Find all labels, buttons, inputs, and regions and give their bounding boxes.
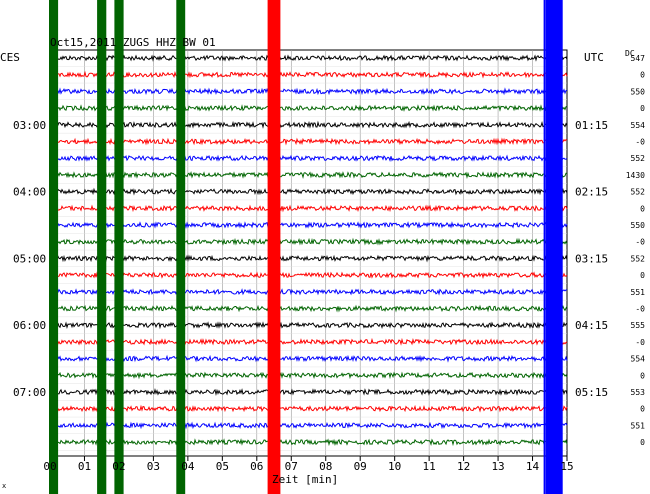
dc-value-label: 0	[640, 271, 645, 280]
seismic-trace	[49, 388, 568, 396]
seismic-trace	[49, 87, 568, 96]
dc-value-label: 0	[640, 438, 645, 447]
dc-value-label: 552	[631, 254, 646, 263]
right-time-label: 05:15	[575, 386, 608, 399]
seismic-trace	[49, 104, 568, 112]
seismic-trace	[49, 220, 568, 230]
dc-value-label: -0	[635, 338, 645, 347]
dc-value-label: 0	[640, 104, 645, 113]
left-time-label: 06:00	[13, 319, 46, 332]
seismic-trace	[49, 438, 568, 447]
seismic-trace	[49, 304, 568, 313]
chart-grid	[49, 49, 568, 461]
x-tick-label: 07	[285, 460, 298, 473]
dc-value-label: 550	[631, 87, 646, 96]
event-burst	[97, 0, 107, 494]
dc-value-label: 554	[631, 355, 646, 364]
seismic-trace	[49, 204, 568, 213]
seismic-trace	[49, 254, 568, 263]
seismic-trace	[49, 54, 568, 62]
left-time-label: 04:00	[13, 186, 46, 199]
dc-value-label: 0	[640, 371, 645, 380]
seismic-trace	[49, 421, 568, 430]
seismic-trace	[49, 154, 568, 163]
dc-value-label: 551	[631, 288, 646, 297]
seismic-trace	[49, 70, 568, 79]
x-tick-label: 01	[78, 460, 91, 473]
right-timezone-label: UTC	[584, 51, 604, 64]
chart-labels: 00 01 02 03 04 05 06 07 08 09 10 11 12 13 14 1503:0004:…	[13, 54, 645, 473]
dc-value-label: -0	[635, 238, 645, 247]
dc-value-label: 552	[631, 154, 646, 163]
chart-title: Oct15,2011 ZUGS HHZ BW 01	[50, 36, 216, 49]
x-tick-label: 00	[43, 460, 56, 473]
right-time-label: 01:15	[575, 119, 608, 132]
right-time-label: 03:15	[575, 252, 608, 265]
corner-mark: x	[2, 482, 6, 490]
dc-value-label: 1430	[626, 171, 645, 180]
dc-value-label: -0	[635, 305, 645, 314]
x-tick-label: 11	[423, 460, 436, 473]
dc-value-label: 547	[631, 54, 646, 63]
left-time-label: 03:00	[13, 119, 46, 132]
dc-value-label: 0	[640, 405, 645, 414]
seismic-trace	[49, 287, 568, 296]
x-tick-label: 08	[319, 460, 332, 473]
right-time-label: 04:15	[575, 319, 608, 332]
right-time-label: 02:15	[575, 186, 608, 199]
seismic-trace	[49, 187, 568, 196]
seismic-trace	[49, 321, 568, 330]
x-tick-label: 15	[560, 460, 573, 473]
seismic-trace	[49, 237, 568, 246]
x-tick-label: 02	[112, 460, 125, 473]
dc-value-label: 0	[640, 71, 645, 80]
dc-value-label: 555	[631, 321, 646, 330]
seismic-trace	[49, 170, 567, 179]
x-tick-label: 09	[354, 460, 367, 473]
x-tick-label: 06	[250, 460, 263, 473]
dc-value-label: 552	[631, 188, 646, 197]
dc-value-label: 0	[640, 204, 645, 213]
seismic-trace	[49, 404, 568, 413]
event-burst	[267, 0, 281, 494]
x-tick-label: 12	[457, 460, 470, 473]
event-burst	[49, 0, 59, 494]
seismic-trace	[49, 354, 568, 363]
event-bursts	[49, 0, 563, 494]
dc-value-label: 553	[631, 388, 646, 397]
plot-frame	[49, 49, 568, 457]
left-time-label: 05:00	[13, 252, 46, 265]
seismic-trace	[49, 371, 568, 380]
dc-value-label: 550	[631, 221, 646, 230]
event-burst	[543, 0, 563, 494]
left-time-label: 07:00	[13, 386, 46, 399]
x-tick-label: 13	[491, 460, 504, 473]
seismic-traces	[49, 54, 568, 447]
x-tick-label: 14	[526, 460, 540, 473]
seismic-trace	[49, 120, 568, 129]
dc-value-label: -0	[635, 138, 645, 147]
seismic-trace	[49, 271, 568, 280]
x-tick-label: 04	[181, 460, 195, 473]
event-burst	[114, 0, 124, 494]
x-tick-label: 03	[147, 460, 160, 473]
dc-value-label: 554	[631, 121, 646, 130]
seismic-trace	[49, 137, 568, 146]
seismic-trace	[49, 337, 568, 346]
x-axis-label: Zeit [min]	[272, 473, 338, 486]
x-tick-label: 05	[216, 460, 229, 473]
left-timezone-label: CES	[0, 51, 20, 64]
x-tick-label: 10	[388, 460, 401, 473]
event-burst	[176, 0, 186, 494]
dc-value-label: 551	[631, 421, 646, 430]
dc-header-label: DC	[625, 49, 635, 58]
